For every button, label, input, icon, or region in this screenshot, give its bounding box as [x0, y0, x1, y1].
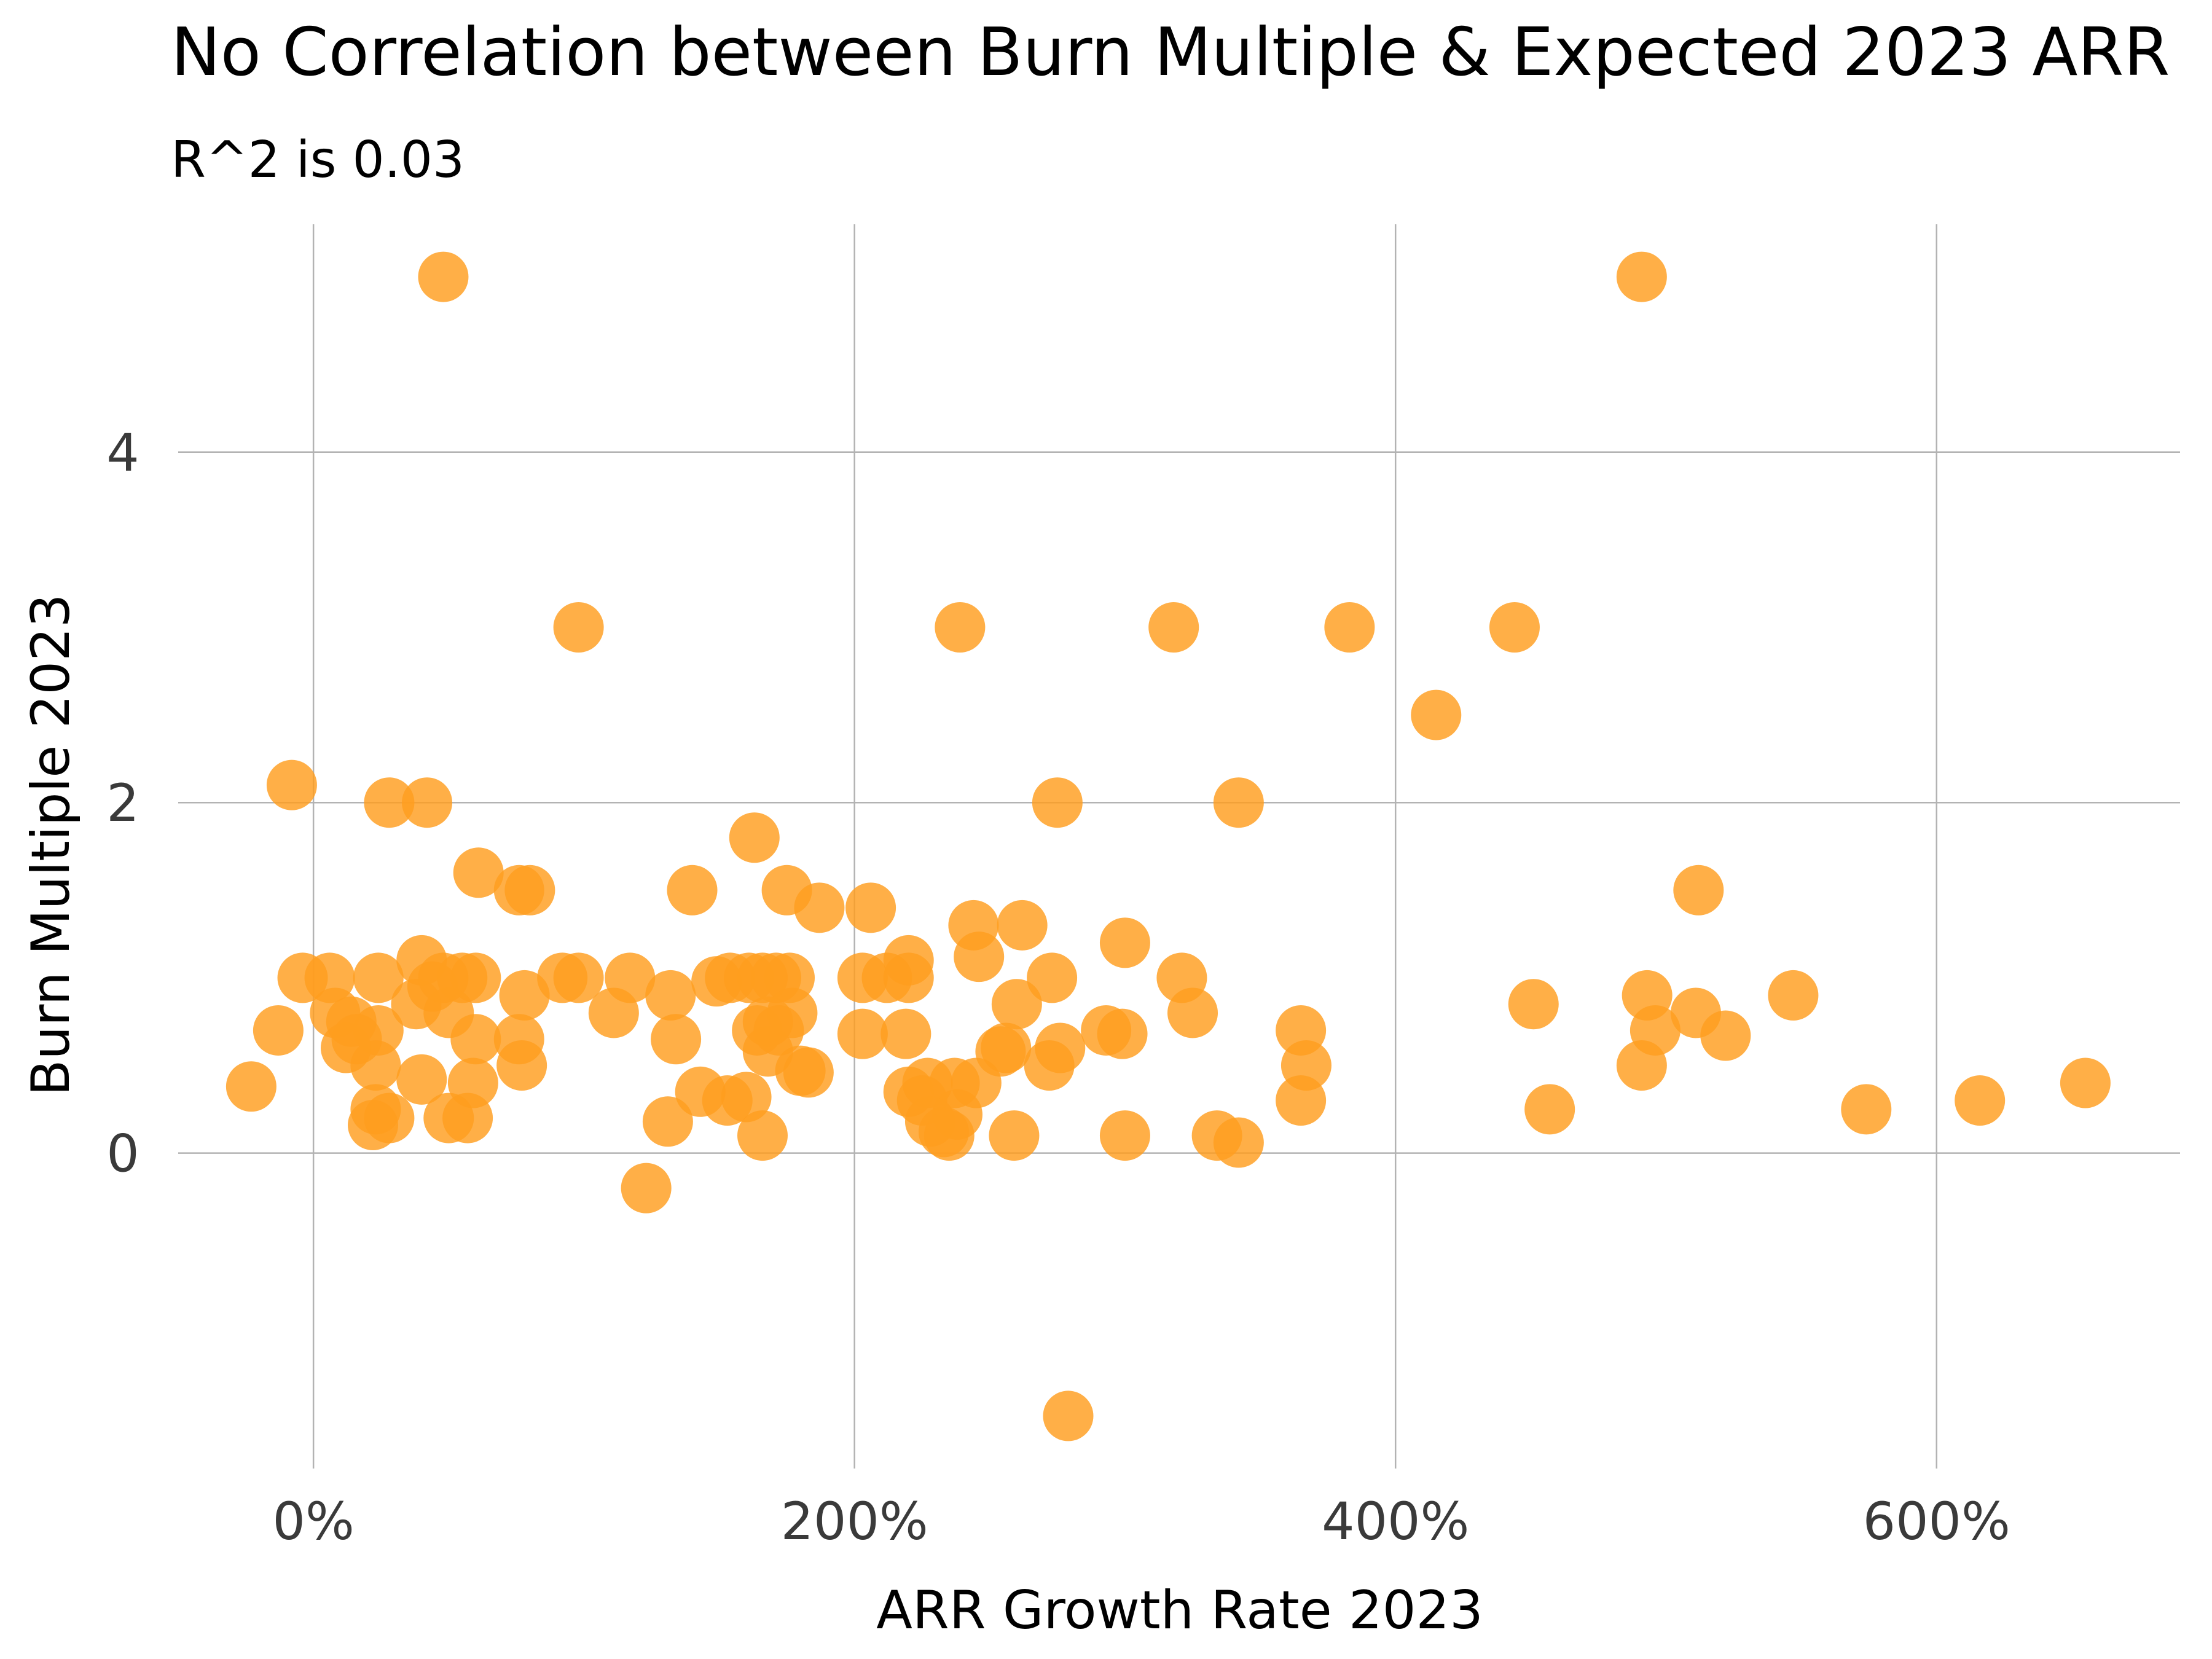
data-point	[775, 1045, 826, 1096]
x-tick-label: 200%	[781, 1491, 928, 1551]
data-point	[667, 865, 718, 916]
data-point	[350, 1040, 401, 1091]
data-point	[924, 1110, 975, 1161]
data-point	[1616, 1040, 1667, 1091]
data-point	[402, 777, 453, 828]
data-point	[499, 970, 550, 1021]
data-point	[253, 1005, 304, 1056]
data-point	[935, 602, 986, 653]
data-point	[642, 1096, 693, 1147]
data-point	[997, 900, 1048, 951]
data-point	[1276, 1075, 1327, 1126]
data-point	[266, 759, 317, 810]
data-point	[1099, 917, 1150, 968]
y-axis-ticks: 0 2 4	[106, 423, 139, 1184]
data-point	[496, 1040, 547, 1091]
data-point	[364, 777, 415, 828]
data-point	[1043, 1390, 1094, 1441]
data-point	[226, 1061, 276, 1112]
data-point	[353, 952, 404, 1003]
data-point	[553, 952, 604, 1003]
data-point	[845, 882, 896, 933]
x-axis-ticks: 0% 200% 400% 600%	[273, 1491, 2010, 1551]
x-tick-label: 600%	[1863, 1491, 2010, 1551]
data-point	[396, 1054, 447, 1105]
y-tick-label: 4	[106, 423, 139, 483]
data-point	[1955, 1075, 2006, 1126]
data-point	[880, 1008, 931, 1059]
data-point	[621, 1163, 672, 1214]
data-point	[1213, 777, 1264, 828]
data-point	[1841, 1084, 1892, 1135]
data-point	[364, 1092, 415, 1143]
data-point	[954, 931, 1005, 982]
data-point	[1167, 987, 1218, 1038]
y-tick-label: 2	[106, 773, 139, 833]
data-point	[450, 952, 501, 1003]
data-point	[442, 1092, 493, 1143]
data-point	[989, 1110, 1040, 1161]
data-point	[645, 970, 696, 1021]
data-point	[1148, 602, 1199, 653]
data-point	[418, 251, 469, 302]
data-points	[226, 251, 2111, 1441]
grid-lines	[178, 224, 2180, 1469]
data-point	[2060, 1057, 2111, 1108]
data-point	[1768, 970, 1819, 1021]
data-point	[553, 602, 604, 653]
data-point	[504, 865, 555, 916]
data-point	[1700, 1010, 1751, 1061]
data-point	[753, 1005, 804, 1056]
data-point	[1508, 979, 1559, 1030]
data-point	[729, 812, 780, 863]
data-point	[588, 987, 639, 1038]
y-axis-title: Burn Multiple 2023	[20, 594, 82, 1096]
data-point	[1324, 602, 1375, 653]
data-point	[883, 952, 934, 1003]
data-point	[721, 1072, 772, 1123]
data-point	[1032, 777, 1083, 828]
y-tick-label: 0	[106, 1124, 139, 1184]
data-point	[1027, 952, 1078, 1003]
data-point	[1489, 602, 1540, 653]
data-point	[991, 979, 1042, 1030]
x-axis-title: ARR Growth Rate 2023	[876, 1580, 1483, 1641]
data-point	[1616, 251, 1667, 302]
data-point	[1024, 1040, 1075, 1091]
data-point	[453, 847, 504, 898]
data-point	[1097, 1008, 1148, 1059]
data-point	[651, 1014, 702, 1065]
data-point	[1213, 1117, 1264, 1168]
data-point	[737, 1110, 788, 1161]
chart-subtitle: R^2 is 0.03	[171, 131, 465, 189]
data-point	[837, 1008, 888, 1059]
data-point	[1673, 865, 1724, 916]
data-point	[1099, 1110, 1150, 1161]
x-tick-label: 400%	[1322, 1491, 1469, 1551]
chart-title: No Correlation between Burn Multiple & E…	[171, 14, 2170, 91]
data-point	[1524, 1084, 1575, 1135]
data-point	[450, 1014, 501, 1065]
data-point	[1411, 689, 1462, 740]
x-tick-label: 0%	[273, 1491, 355, 1551]
data-point	[794, 882, 845, 933]
